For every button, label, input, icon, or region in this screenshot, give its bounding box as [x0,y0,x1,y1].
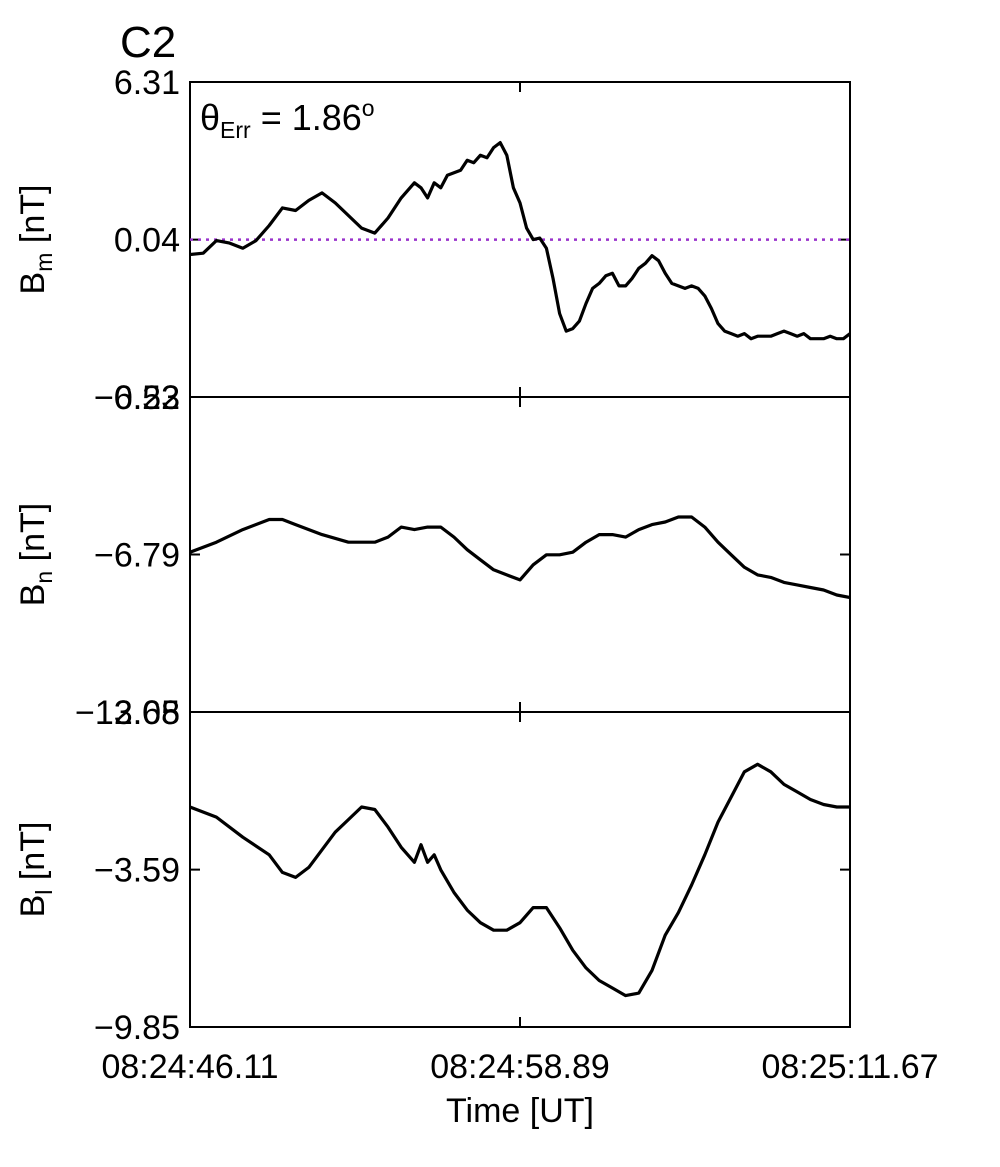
y-tick-label: −6.22 [94,379,180,417]
theta-err-annotation: θErr = 1.86o [200,95,375,143]
x-tick-label: 08:24:46.11 [101,1048,278,1086]
y-tick-label: −0.53 [94,379,180,417]
y-axis-label-bl: Bl [nT] [14,822,57,918]
panel-bn: −0.53 −6.79 −13.05 Bn [nT] [14,379,851,732]
panel-bl: 2.68 −3.59 −9.85 Bl [nT] [14,694,851,1047]
plot-frame-bl [189,711,851,1028]
chart-title: C2 [120,18,176,67]
y-tick-label: −9.85 [94,1009,180,1047]
series-line-bl [190,762,850,998]
y-tick-label: 6.31 [114,64,180,102]
y-axis-label-bm: Bm [nT] [14,185,57,295]
x-tick-label: 08:24:58.89 [430,1048,610,1086]
panels: 6.31 0.04 −6.22 θErr = 1.86o Bm [nT] −0.53 −6.… [14,64,851,1047]
series-line-bn [190,515,850,600]
y-axis-label-bn: Bn [nT] [14,503,57,607]
y-tick-label: −13.05 [75,694,180,732]
y-tick-label: −3.59 [94,852,180,890]
y-tick-label: 0.04 [114,222,180,260]
y-tick-label: 2.68 [114,694,180,732]
series-line-bm [190,141,850,341]
x-axis: 08:24:46.11 08:24:58.89 08:25:11.67 [101,1048,938,1086]
plot-frame-bn [189,396,851,713]
y-tick-label: −6.79 [94,537,180,575]
panel-bm: 6.31 0.04 −6.22 θErr = 1.86o Bm [nT] [14,64,851,417]
x-tick-label: 08:25:11.67 [761,1048,938,1086]
x-axis-label: Time [UT] [446,1092,594,1130]
